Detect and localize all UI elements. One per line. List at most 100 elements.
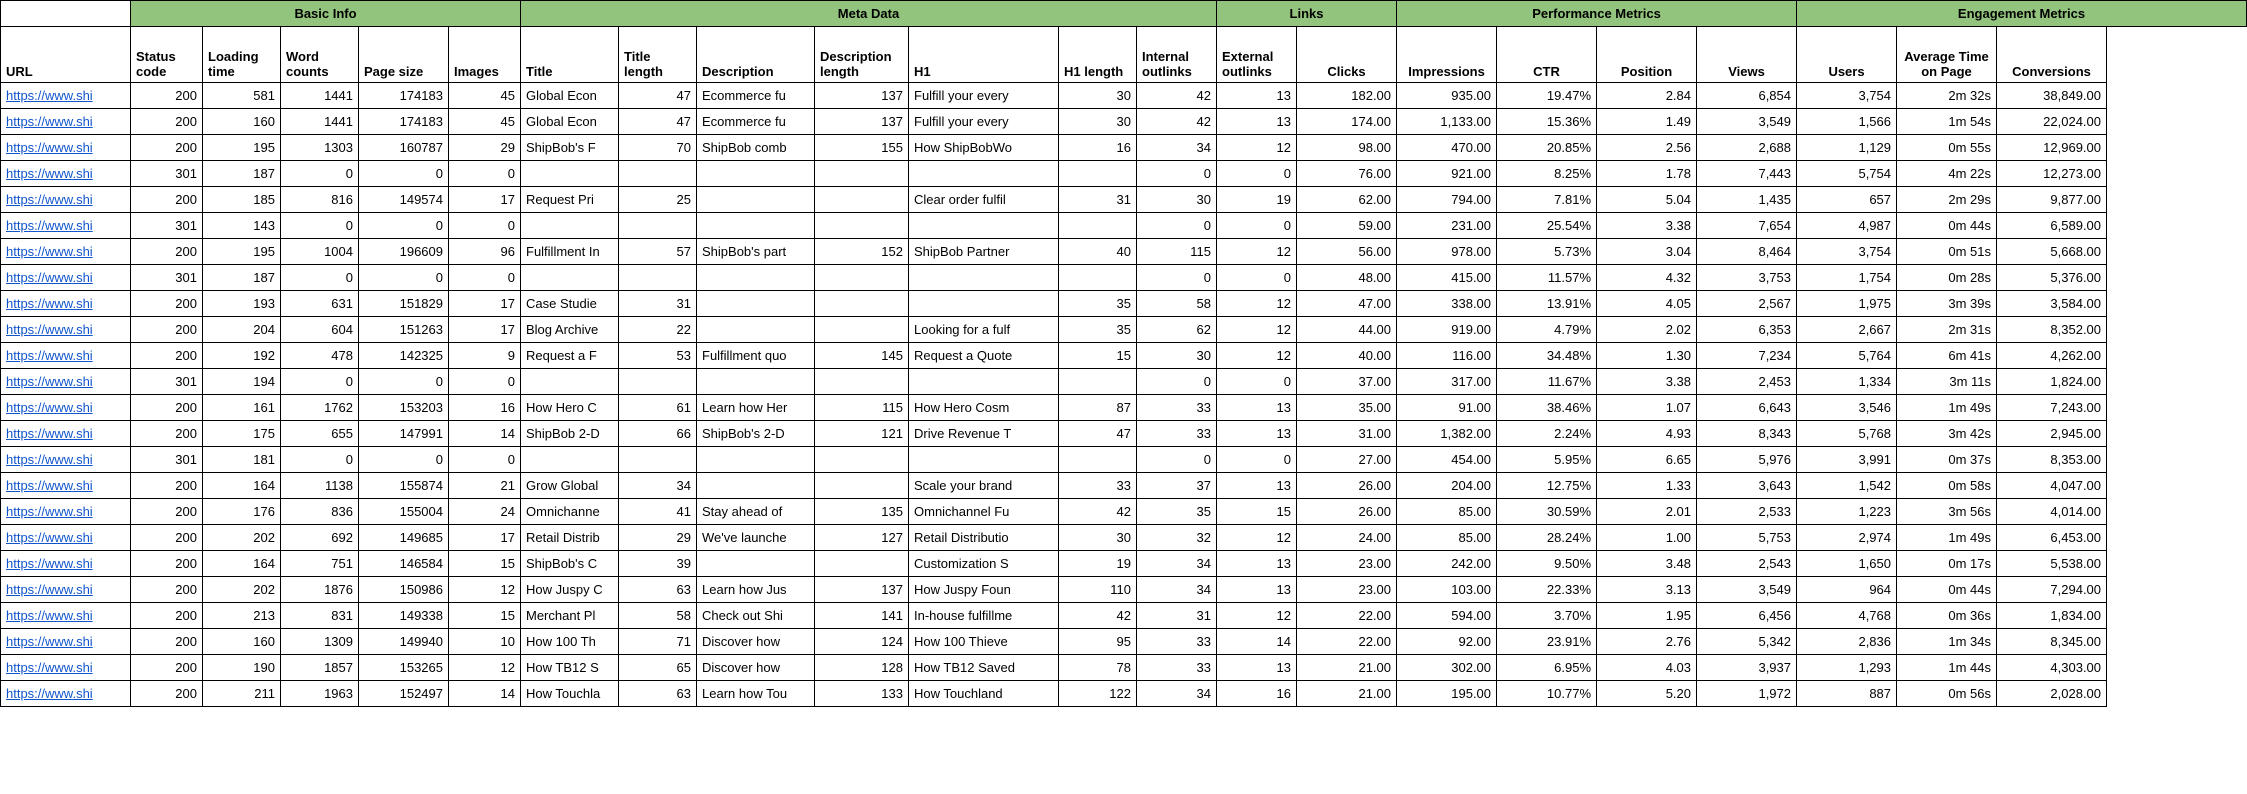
cell-dlen[interactable]: 121	[815, 421, 909, 447]
cell-status[interactable]: 200	[131, 317, 203, 343]
cell-title[interactable]: Request Pri	[521, 187, 619, 213]
column-header-views[interactable]: Views	[1697, 27, 1797, 83]
cell-position[interactable]: 2.84	[1597, 83, 1697, 109]
url-link[interactable]: https://www.shi	[6, 88, 93, 103]
cell-images[interactable]: 24	[449, 499, 521, 525]
cell-h1len[interactable]: 40	[1059, 239, 1137, 265]
cell-intlinks[interactable]: 33	[1137, 395, 1217, 421]
cell-images[interactable]: 45	[449, 109, 521, 135]
cell-conversions[interactable]: 1,824.00	[1997, 369, 2107, 395]
cell-loading[interactable]: 187	[203, 161, 281, 187]
cell-users[interactable]: 1,542	[1797, 473, 1897, 499]
cell-dlen[interactable]: 152	[815, 239, 909, 265]
cell-h1len[interactable]: 42	[1059, 603, 1137, 629]
cell-words[interactable]: 831	[281, 603, 359, 629]
cell-h1len[interactable]: 30	[1059, 109, 1137, 135]
cell-conversions[interactable]: 8,352.00	[1997, 317, 2107, 343]
cell-conversions[interactable]: 12,273.00	[1997, 161, 2107, 187]
cell-words[interactable]: 1138	[281, 473, 359, 499]
cell-extlinks[interactable]: 12	[1217, 317, 1297, 343]
cell-h1[interactable]	[909, 291, 1059, 317]
cell-images[interactable]: 0	[449, 447, 521, 473]
cell-impressions[interactable]: 195.00	[1397, 681, 1497, 707]
cell-atp[interactable]: 0m 56s	[1897, 681, 1997, 707]
cell-desc[interactable]	[697, 161, 815, 187]
cell-h1[interactable]: Drive Revenue T	[909, 421, 1059, 447]
cell-h1[interactable]	[909, 161, 1059, 187]
cell-loading[interactable]: 204	[203, 317, 281, 343]
cell-clicks[interactable]: 27.00	[1297, 447, 1397, 473]
cell-atp[interactable]: 0m 28s	[1897, 265, 1997, 291]
cell-desc[interactable]: Fulfillment quo	[697, 343, 815, 369]
cell-conversions[interactable]: 5,538.00	[1997, 551, 2107, 577]
cell-views[interactable]: 7,654	[1697, 213, 1797, 239]
cell-h1len[interactable]: 87	[1059, 395, 1137, 421]
cell-tlen[interactable]: 53	[619, 343, 697, 369]
cell-dlen[interactable]	[815, 447, 909, 473]
cell-atp[interactable]: 6m 41s	[1897, 343, 1997, 369]
cell-loading[interactable]: 193	[203, 291, 281, 317]
cell-ctr[interactable]: 19.47%	[1497, 83, 1597, 109]
cell-tlen[interactable]	[619, 369, 697, 395]
cell-extlinks[interactable]: 13	[1217, 655, 1297, 681]
cell-impressions[interactable]: 594.00	[1397, 603, 1497, 629]
cell-loading[interactable]: 192	[203, 343, 281, 369]
url-link[interactable]: https://www.shi	[6, 426, 93, 441]
cell-conversions[interactable]: 3,584.00	[1997, 291, 2107, 317]
cell-atp[interactable]: 2m 29s	[1897, 187, 1997, 213]
cell-conversions[interactable]: 12,969.00	[1997, 135, 2107, 161]
cell-tlen[interactable]: 34	[619, 473, 697, 499]
cell-h1len[interactable]: 33	[1059, 473, 1137, 499]
cell-users[interactable]: 5,768	[1797, 421, 1897, 447]
cell-position[interactable]: 3.38	[1597, 369, 1697, 395]
cell-images[interactable]: 21	[449, 473, 521, 499]
cell-status[interactable]: 200	[131, 187, 203, 213]
cell-size[interactable]: 149574	[359, 187, 449, 213]
cell-title[interactable]: Global Econ	[521, 83, 619, 109]
cell-intlinks[interactable]: 31	[1137, 603, 1217, 629]
column-header-words[interactable]: Word counts	[281, 27, 359, 83]
cell-size[interactable]: 174183	[359, 83, 449, 109]
cell-position[interactable]: 2.56	[1597, 135, 1697, 161]
cell-images[interactable]: 29	[449, 135, 521, 161]
column-header-dlen[interactable]: Description length	[815, 27, 909, 83]
cell-loading[interactable]: 202	[203, 577, 281, 603]
url-link[interactable]: https://www.shi	[6, 400, 93, 415]
cell-intlinks[interactable]: 35	[1137, 499, 1217, 525]
cell-impressions[interactable]: 317.00	[1397, 369, 1497, 395]
cell-tlen[interactable]: 39	[619, 551, 697, 577]
cell-clicks[interactable]: 48.00	[1297, 265, 1397, 291]
cell-ctr[interactable]: 38.46%	[1497, 395, 1597, 421]
cell-title[interactable]: How Touchla	[521, 681, 619, 707]
cell-views[interactable]: 2,533	[1697, 499, 1797, 525]
cell-clicks[interactable]: 23.00	[1297, 577, 1397, 603]
cell-images[interactable]: 45	[449, 83, 521, 109]
cell-desc[interactable]	[697, 369, 815, 395]
cell-status[interactable]: 301	[131, 447, 203, 473]
cell-h1len[interactable]: 30	[1059, 83, 1137, 109]
cell-users[interactable]: 2,836	[1797, 629, 1897, 655]
cell-users[interactable]: 4,987	[1797, 213, 1897, 239]
cell-size[interactable]: 160787	[359, 135, 449, 161]
cell-h1len[interactable]	[1059, 161, 1137, 187]
cell-words[interactable]: 1004	[281, 239, 359, 265]
cell-position[interactable]: 3.48	[1597, 551, 1697, 577]
cell-views[interactable]: 3,643	[1697, 473, 1797, 499]
cell-desc[interactable]	[697, 213, 815, 239]
cell-desc[interactable]: Learn how Tou	[697, 681, 815, 707]
cell-status[interactable]: 200	[131, 551, 203, 577]
cell-h1[interactable]: How Touchland	[909, 681, 1059, 707]
cell-intlinks[interactable]: 0	[1137, 265, 1217, 291]
url-link[interactable]: https://www.shi	[6, 192, 93, 207]
cell-conversions[interactable]: 22,024.00	[1997, 109, 2107, 135]
cell-atp[interactable]: 0m 36s	[1897, 603, 1997, 629]
cell-h1[interactable]: How ShipBobWo	[909, 135, 1059, 161]
cell-clicks[interactable]: 35.00	[1297, 395, 1397, 421]
cell-loading[interactable]: 161	[203, 395, 281, 421]
cell-atp[interactable]: 1m 54s	[1897, 109, 1997, 135]
cell-title[interactable]: ShipBob's C	[521, 551, 619, 577]
cell-ctr[interactable]: 5.95%	[1497, 447, 1597, 473]
column-header-images[interactable]: Images	[449, 27, 521, 83]
cell-status[interactable]: 200	[131, 239, 203, 265]
url-link[interactable]: https://www.shi	[6, 166, 93, 181]
